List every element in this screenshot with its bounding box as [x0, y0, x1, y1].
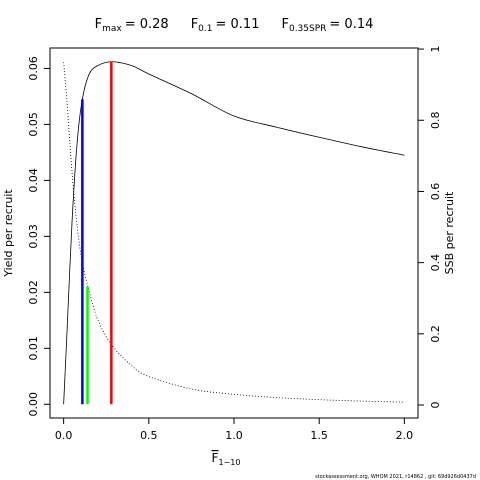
title-symbol: F [191, 17, 198, 32]
yield-line [63, 61, 405, 405]
y-tick-label: 0.00 [27, 392, 40, 417]
y2-tick-label: 0.6 [429, 183, 442, 201]
x-tick-label: 0.5 [140, 429, 158, 442]
title-value: = 0.11 [216, 17, 260, 32]
y-axis-label: Yield per recruit [2, 189, 15, 278]
x-tick-label: 1.0 [225, 429, 243, 442]
plot-box [49, 47, 419, 419]
title-subscript: max [102, 24, 122, 34]
x-tick-label: 0.0 [55, 429, 73, 442]
title-value: = 0.28 [125, 17, 169, 32]
title-subscript: 0.35SPR [289, 24, 326, 34]
title-symbol: F [281, 17, 288, 32]
y2-tick-label: 0.4 [429, 254, 442, 272]
x-label-sub: 1−10 [218, 458, 240, 467]
y-tick-label: 0.02 [27, 280, 40, 305]
y-tick-label: 0.06 [27, 56, 40, 81]
ssb-line [63, 62, 405, 403]
x-tick-label: 2.0 [396, 429, 414, 442]
y2-tick-label: 1 [429, 46, 442, 53]
y-tick-label: 0.05 [27, 112, 40, 136]
title-subscript: 0.1 [198, 24, 212, 34]
y-tick-label: 0.04 [27, 168, 40, 193]
y2-axis-label: SSB per recruit [443, 191, 456, 274]
x-label-base: F [212, 451, 219, 465]
x-axis-label: F1−10 [212, 451, 241, 467]
title-symbol: F [95, 17, 102, 32]
footer: stockassessment.org, WHOM 2021, r14862 ,… [315, 474, 476, 480]
chart-title: Fmax = 0.28 F0.1 = 0.11 F0.35SPR = 0.14 [95, 17, 374, 34]
y2-tick-label: 0 [429, 402, 442, 409]
y2-tick-label: 0.8 [429, 112, 442, 130]
y2-tick-label: 0.2 [429, 325, 442, 343]
y-tick-label: 0.03 [27, 224, 40, 249]
x-tick-label: 1.5 [310, 429, 328, 442]
title-value: = 0.14 [329, 17, 373, 32]
y-tick-label: 0.01 [27, 336, 40, 361]
